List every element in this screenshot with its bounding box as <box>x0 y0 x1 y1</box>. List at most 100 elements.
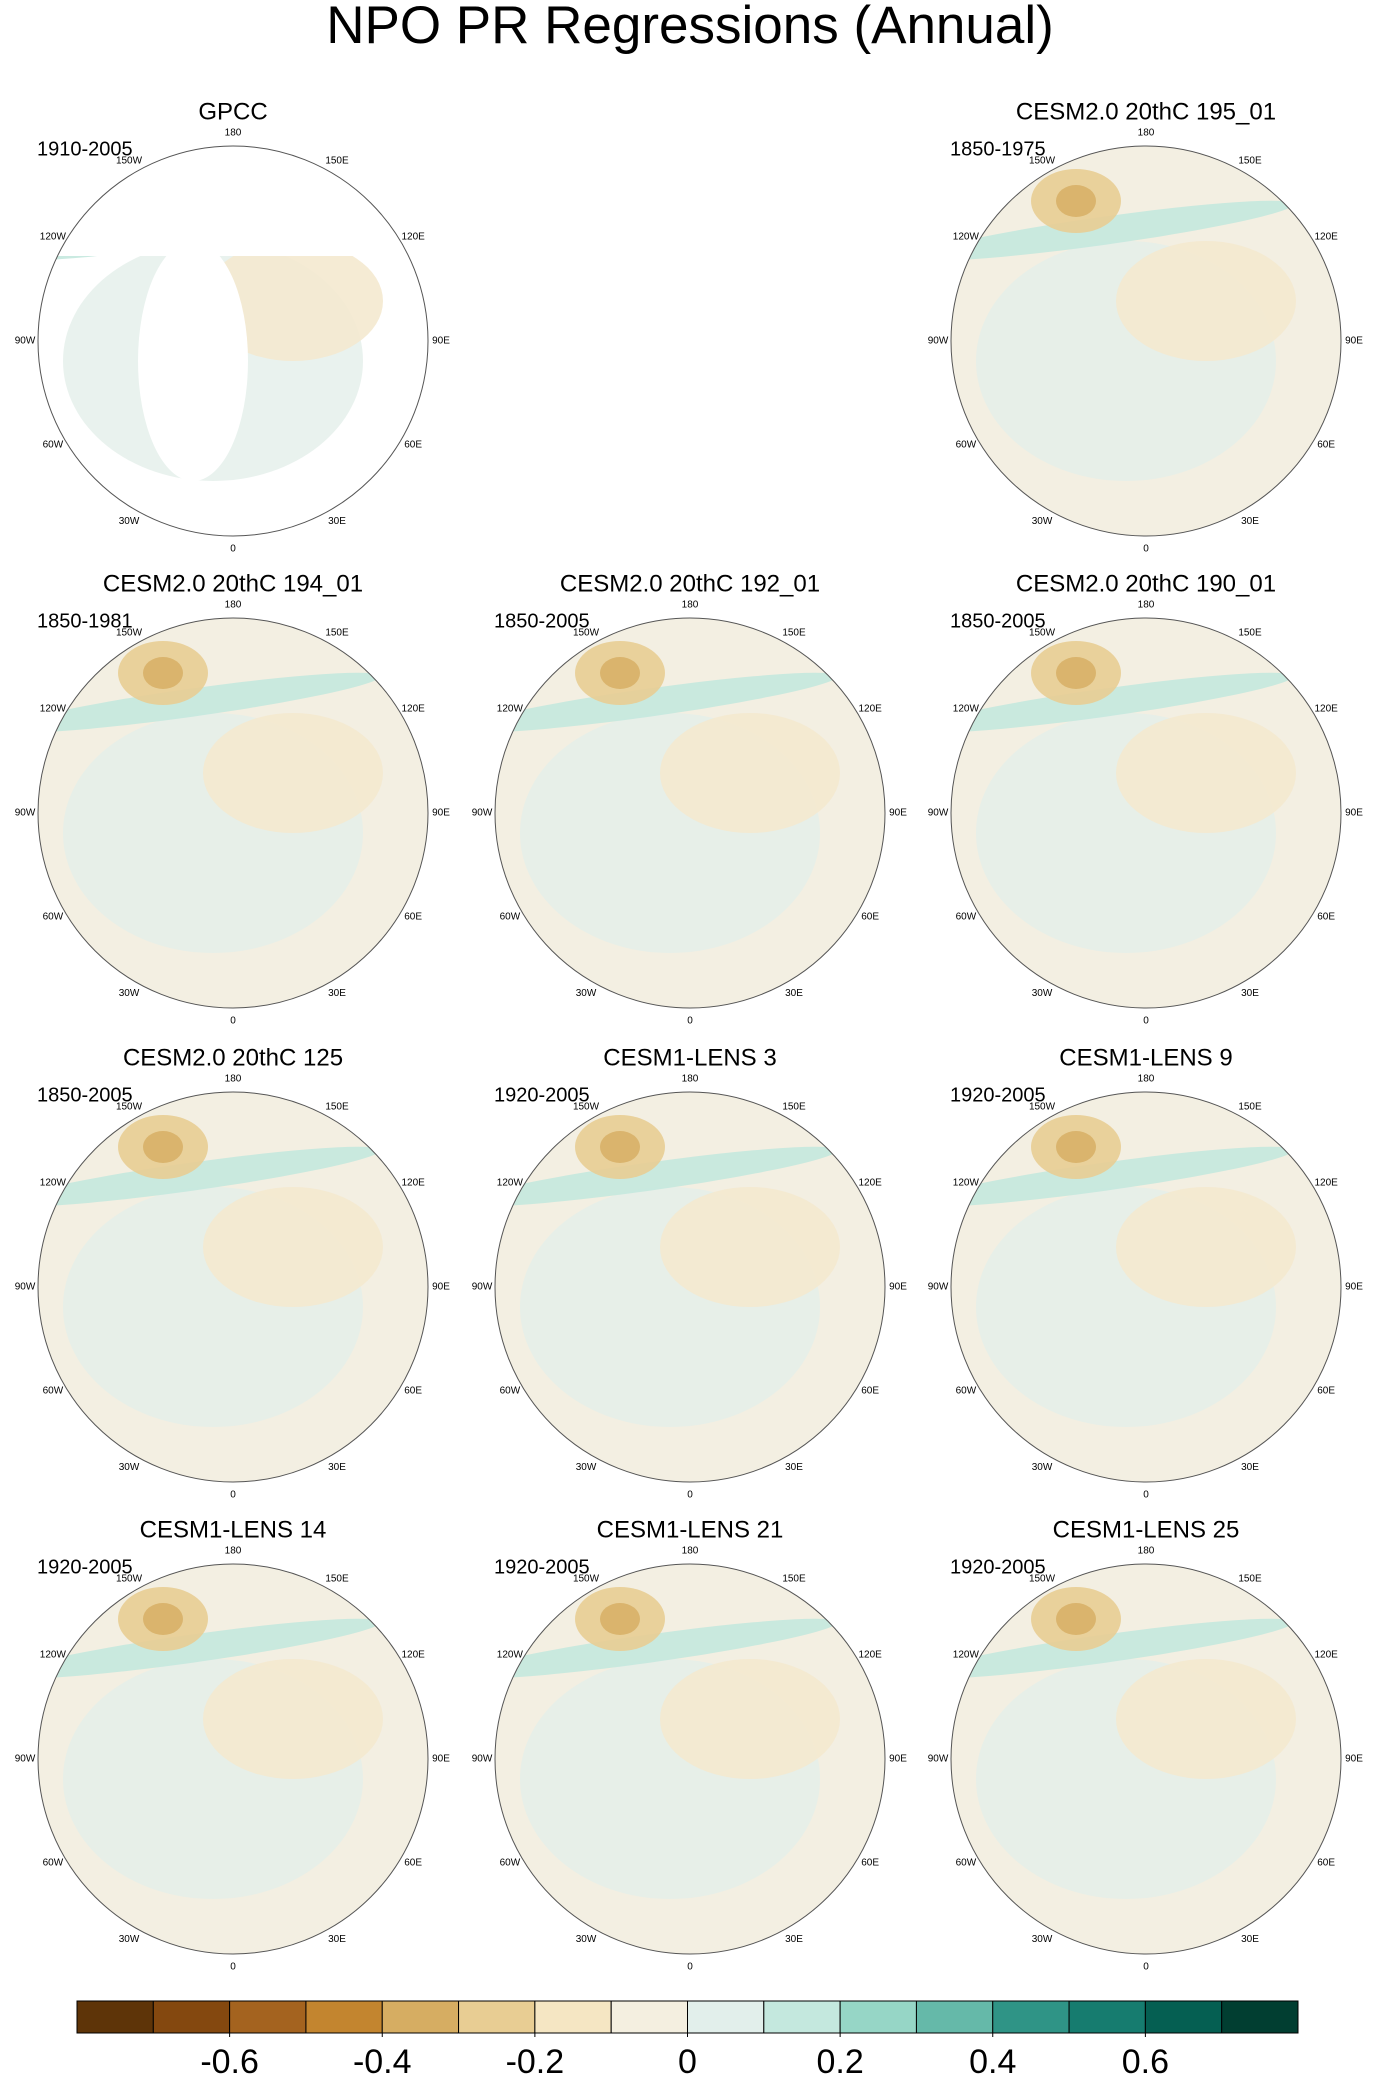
colorbar-tick-label: -0.6 <box>200 2043 259 2081</box>
longitude-label: 150E <box>1238 1102 1262 1113</box>
longitude-label: 150W <box>1029 156 1056 167</box>
longitude-label: 30E <box>328 988 346 999</box>
longitude-label: 30E <box>328 1462 346 1473</box>
shade-patch <box>1056 657 1096 689</box>
longitude-label: 30E <box>1241 988 1259 999</box>
map-field <box>951 1587 1296 1899</box>
shade-patch <box>951 1618 1294 1679</box>
map-border <box>494 617 886 1009</box>
panel-period: 1910-2005 <box>37 138 133 160</box>
map-border <box>37 1091 429 1483</box>
longitude-label: 120E <box>1314 232 1338 243</box>
longitude-label: 30W <box>1032 516 1053 527</box>
panel-period: 1920-2005 <box>950 1084 1046 1106</box>
colorbar-box <box>458 2000 536 2034</box>
longitude-label: 120E <box>858 1650 882 1661</box>
panel-period: 1920-2005 <box>950 1556 1046 1578</box>
map-panel: CESM2.0 20thC 192_01 1850-2005 0 30E 60E 90E 1… <box>472 570 908 1026</box>
panel-title: CESM1-LENS 21 <box>597 1516 784 1543</box>
longitude-label: 30W <box>576 988 597 999</box>
colorbar-box <box>915 2000 994 2034</box>
longitude-label: 90W <box>928 336 949 347</box>
longitude-label: 120W <box>953 232 980 243</box>
longitude-label: 150W <box>573 1574 600 1585</box>
map-field <box>951 641 1296 953</box>
longitude-label: 180 <box>225 128 242 139</box>
longitude-label: 0 <box>687 1962 693 1973</box>
shade-patch <box>203 713 383 833</box>
longitude-label: 120E <box>1314 1178 1338 1189</box>
shade-patch <box>38 1146 381 1207</box>
colorbar-tick-label: 0 <box>678 2043 697 2081</box>
longitude-label: 120E <box>1314 704 1338 715</box>
colorbar-box <box>610 2000 688 2034</box>
longitude-label: 120E <box>401 1650 425 1661</box>
longitude-label: 60E <box>1317 440 1335 451</box>
longitude-label: 150E <box>1238 1574 1262 1585</box>
longitude-label: 0 <box>1143 544 1149 555</box>
shade-patch <box>38 672 381 733</box>
longitude-label: 120W <box>40 232 67 243</box>
longitude-label: 60E <box>861 912 879 923</box>
shade-patch <box>143 1603 183 1635</box>
map-field <box>38 1115 383 1427</box>
shade-patch <box>660 1187 840 1307</box>
longitude-label: 180 <box>682 1074 699 1085</box>
longitude-label: 30W <box>119 516 140 527</box>
panel-title: CESM1-LENS 14 <box>140 1516 327 1543</box>
longitude-label: 120E <box>401 232 425 243</box>
panel-title: CESM2.0 20thC 125 <box>123 1044 343 1071</box>
shade-patch <box>1116 713 1296 833</box>
longitude-label: 30W <box>1032 1934 1053 1945</box>
panel-title: CESM2.0 20thC 192_01 <box>560 570 820 597</box>
shade-patch <box>495 1618 838 1679</box>
longitude-label: 30W <box>1032 1462 1053 1473</box>
longitude-label: 150E <box>325 1102 349 1113</box>
map-panel: CESM2.0 20thC 194_01 1850-1981 0 30E 60E 90E 1… <box>15 570 451 1026</box>
longitude-label: 120E <box>858 704 882 715</box>
figure-title: NPO PR Regressions (Annual) <box>326 0 1054 55</box>
longitude-label: 180 <box>1138 1546 1155 1557</box>
longitude-label: 90W <box>15 336 36 347</box>
map-border <box>494 1091 886 1483</box>
colorbar-tick-label: 0.6 <box>1122 2043 1169 2081</box>
map-border <box>37 145 429 537</box>
longitude-label: 120W <box>40 1178 67 1189</box>
longitude-label: 150E <box>1238 628 1262 639</box>
longitude-label: 30W <box>119 1462 140 1473</box>
longitude-label: 120E <box>401 704 425 715</box>
longitude-label: 60E <box>861 1386 879 1397</box>
shade-patch <box>143 1131 183 1163</box>
longitude-label: 30E <box>1241 1934 1259 1945</box>
shade-patch <box>600 657 640 689</box>
longitude-label: 0 <box>230 1490 236 1501</box>
longitude-label: 60W <box>43 1858 64 1869</box>
longitude-label: 60W <box>500 912 521 923</box>
longitude-label: 180 <box>1138 1074 1155 1085</box>
colorbar-box <box>1221 2000 1299 2034</box>
longitude-label: 0 <box>230 1962 236 1973</box>
panel-period: 1920-2005 <box>494 1084 590 1106</box>
longitude-label: 180 <box>225 1546 242 1557</box>
shade-patch <box>600 1603 640 1635</box>
longitude-label: 60W <box>956 912 977 923</box>
longitude-label: 90W <box>15 1282 36 1293</box>
panel-period: 1920-2005 <box>494 1556 590 1578</box>
longitude-label: 60E <box>861 1858 879 1869</box>
colorbar-box <box>687 2000 765 2034</box>
shade-patch <box>1116 241 1296 361</box>
longitude-label: 30E <box>1241 1462 1259 1473</box>
shade-patch <box>1056 1603 1096 1635</box>
longitude-label: 180 <box>682 1546 699 1557</box>
panel-period: 1850-2005 <box>37 1084 133 1106</box>
panel-title: CESM2.0 20thC 194_01 <box>103 570 363 597</box>
longitude-label: 90E <box>1345 808 1363 819</box>
map-border <box>950 617 1342 1009</box>
map-field <box>495 1587 840 1899</box>
shade-patch <box>1056 1131 1096 1163</box>
longitude-label: 60W <box>43 1386 64 1397</box>
longitude-label: 60W <box>43 912 64 923</box>
colorbar-box <box>1144 2000 1223 2034</box>
shade-patch <box>1116 1659 1296 1779</box>
